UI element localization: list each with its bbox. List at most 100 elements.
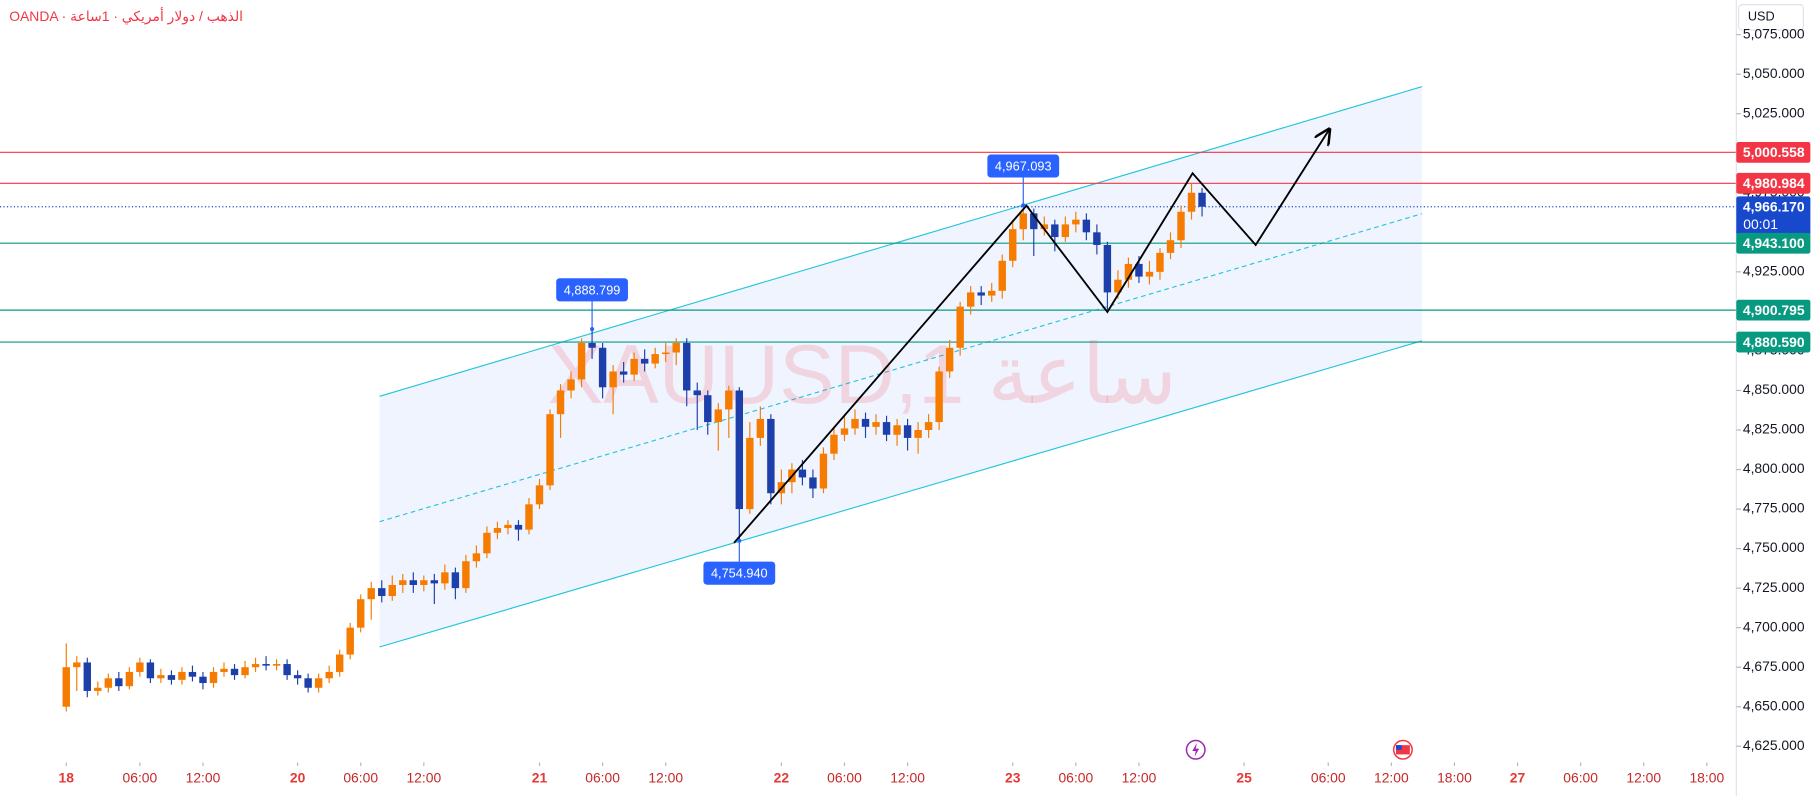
candle-body [714, 409, 722, 423]
candle-body [798, 469, 807, 478]
candle-body [1156, 252, 1164, 272]
candle-body [409, 580, 418, 585]
candle-body [220, 668, 228, 672]
candle-body [882, 422, 891, 435]
candle-body [199, 676, 207, 684]
candle-body [1177, 211, 1185, 241]
candle-body [725, 390, 733, 410]
candle-body [1082, 219, 1091, 233]
candle-body [94, 687, 102, 691]
candle-body [209, 671, 218, 684]
candle-body [514, 524, 523, 530]
x-tick-label: 06:00 [123, 769, 158, 785]
candle-body [83, 662, 91, 691]
price-level-box [1736, 299, 1811, 321]
x-tick-label: 06:00 [343, 769, 378, 785]
candle-body [661, 352, 670, 355]
candle-body [325, 671, 333, 679]
candle-body [525, 504, 533, 530]
channel-fill [379, 86, 1422, 647]
x-tick-label: 12:00 [890, 769, 925, 785]
candle-body [1187, 192, 1196, 212]
candle-body [619, 371, 628, 375]
candle-body [1009, 229, 1017, 261]
candle-body [693, 390, 701, 396]
x-tick-label: 25 [1236, 769, 1252, 785]
candle-body [357, 599, 365, 628]
price-level-box [1736, 331, 1811, 353]
candle-body [1135, 263, 1143, 277]
candle-body [935, 371, 943, 423]
candle-body [672, 343, 680, 353]
candle-body [998, 260, 1006, 291]
callout-label: 4,888.799 [564, 282, 621, 297]
candle-body [924, 422, 933, 430]
candle-body [1019, 213, 1027, 230]
callout-point [590, 327, 595, 332]
x-tick-label: 12:00 [1374, 769, 1409, 785]
y-tick-label: 4,650.000 [1743, 697, 1805, 713]
price-level-label: 4,966.170 [1743, 199, 1805, 215]
candle-body [598, 347, 607, 388]
currency-label: USD [1748, 9, 1775, 24]
price-level-label: 4,980.984 [1743, 175, 1805, 191]
candle-body [283, 664, 291, 676]
candle-body [914, 429, 922, 438]
callout-label: 4,754.940 [711, 566, 768, 581]
x-tick-label: 21 [532, 769, 548, 785]
candle-body [493, 528, 502, 533]
candle-body [504, 524, 512, 529]
currency-button[interactable] [1738, 4, 1805, 31]
candle-body [861, 418, 870, 427]
candle-body [420, 580, 428, 585]
candle-body [367, 588, 375, 600]
x-tick-label: 06:00 [1563, 769, 1598, 785]
y-tick-label: 4,700.000 [1743, 618, 1805, 634]
y-tick-label: 5,025.000 [1743, 104, 1805, 120]
candle-body [966, 292, 975, 307]
y-tick-label: 4,775.000 [1743, 500, 1805, 516]
y-tick-label: 5,050.000 [1743, 65, 1805, 81]
x-tick-label: 06:00 [1311, 769, 1346, 785]
candle-body [388, 584, 396, 597]
y-tick-label: 4,850.000 [1743, 381, 1805, 397]
candle-body [262, 664, 270, 666]
callout-box [556, 278, 628, 302]
event-icon-bolt [1192, 742, 1200, 757]
price-level-box [1736, 232, 1811, 254]
flag-icon[interactable] [1392, 739, 1413, 760]
y-tick-label: 4,925.000 [1743, 263, 1805, 279]
candle-body [1061, 224, 1070, 238]
price-level-label: 5,000.558 [1743, 144, 1805, 160]
callout-point [737, 538, 742, 543]
event-icon[interactable] [1185, 739, 1206, 760]
candle-body [977, 292, 985, 296]
candle-body [872, 422, 880, 427]
candle-body [335, 654, 344, 672]
candle-body [451, 572, 460, 589]
price-level-label: 4,880.590 [1743, 334, 1805, 350]
projection-path [733, 129, 1329, 544]
candle-body [704, 395, 712, 423]
y-tick-label: 4,750.000 [1743, 539, 1805, 555]
price-level-box [1736, 196, 1811, 236]
candle-body [104, 678, 113, 688]
flag-icon-stripes [1395, 745, 1410, 755]
candle-body [609, 371, 617, 388]
x-tick-label: 06:00 [585, 769, 620, 785]
candle-body [630, 358, 638, 375]
candle-body [1103, 244, 1112, 293]
candle-body [167, 675, 176, 680]
candle-body [62, 667, 70, 707]
callout-label: 4,967.093 [995, 159, 1052, 174]
candle-body [188, 671, 197, 677]
candle-body [136, 662, 144, 672]
candle-body [988, 290, 996, 296]
candle-body [314, 678, 323, 688]
candle-body [1040, 224, 1049, 230]
candle-body [1166, 240, 1175, 253]
price-level-box [1736, 172, 1811, 194]
channel-lower [379, 340, 1423, 648]
candle-body [399, 580, 407, 585]
